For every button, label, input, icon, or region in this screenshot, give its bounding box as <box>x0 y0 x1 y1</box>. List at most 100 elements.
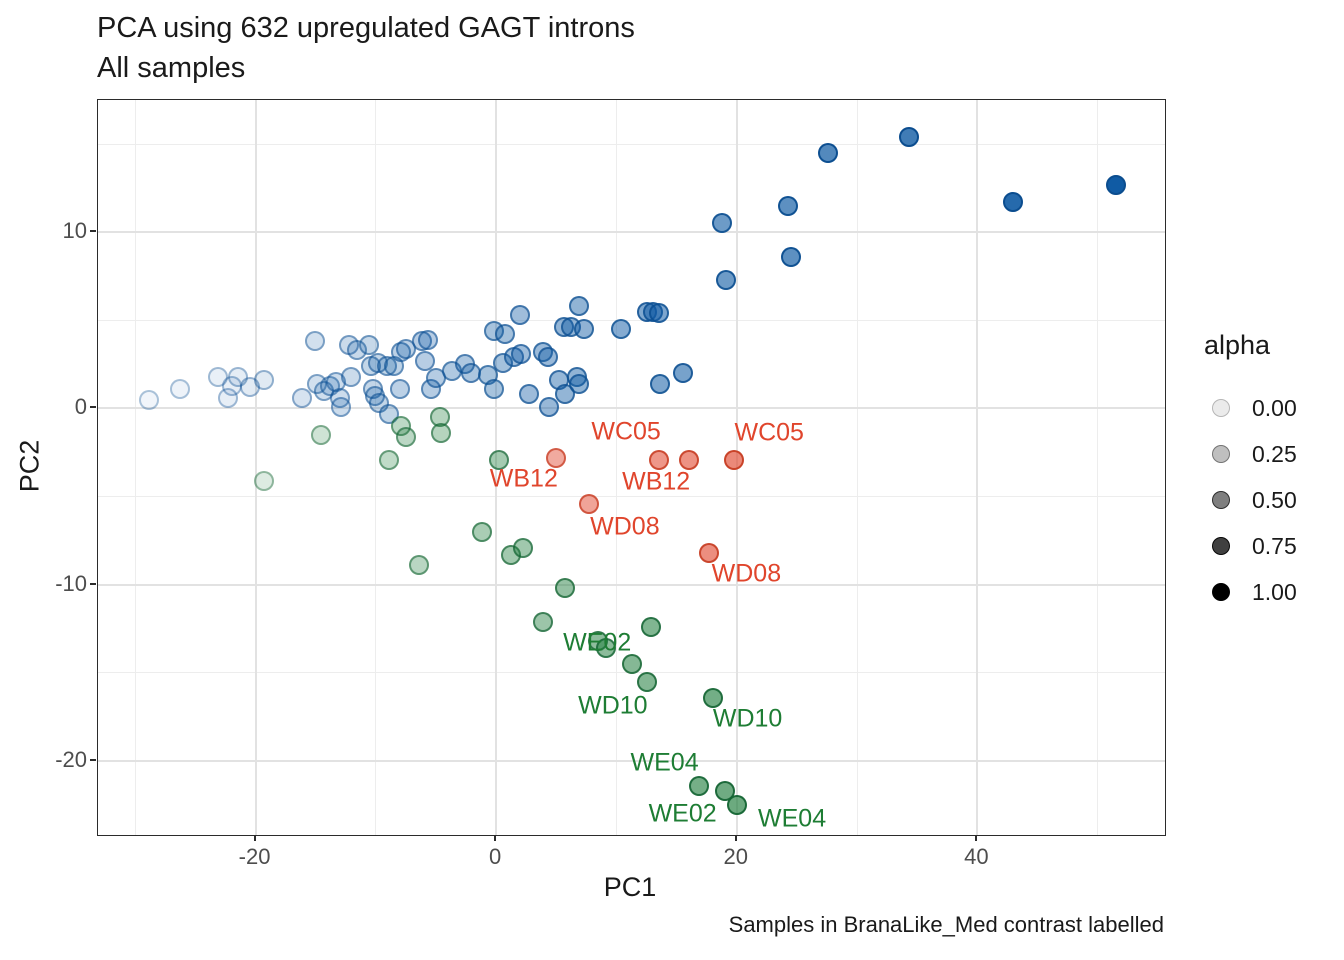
legend-key-circle <box>1212 491 1230 509</box>
green-point <box>554 578 575 599</box>
gridline-y-minor <box>98 143 1165 145</box>
blue-point <box>648 303 669 324</box>
blue-point <box>569 296 590 317</box>
green-point <box>636 671 657 692</box>
legend-entry: 0.25 <box>1198 431 1344 477</box>
gridline-x-major <box>976 100 979 835</box>
blue-point <box>340 366 361 387</box>
y-axis-tick <box>90 406 96 409</box>
y-tick-label: 0 <box>74 394 87 420</box>
sample-label-wd08: WD08 <box>590 512 660 541</box>
red-point <box>578 493 599 514</box>
blue-point <box>138 389 159 410</box>
green-point <box>512 537 533 558</box>
sample-label-we04: WE04 <box>758 804 827 833</box>
green-point <box>641 617 662 637</box>
gridline-y-minor <box>98 319 1165 321</box>
blue-point <box>254 370 274 391</box>
blue-point <box>358 335 379 355</box>
green-point <box>488 449 509 470</box>
green-point <box>409 555 430 576</box>
gridline-x-minor <box>375 100 377 835</box>
green-point <box>726 795 747 816</box>
plot-panel: WC05 WC05 WB12 WB12 WD08 WD08 WE02 WD10 WD10 WE04… <box>97 99 1166 836</box>
sample-label-we04: WE04 <box>630 748 699 777</box>
blue-point <box>712 213 733 234</box>
sample-label-wb12: WB12 <box>622 467 691 496</box>
gridline-y-major <box>98 407 1165 410</box>
gridline-x-minor <box>1097 100 1099 835</box>
plot-subtitle: All samples <box>97 52 246 84</box>
green-point <box>310 424 331 445</box>
legend-entry-label: 0.50 <box>1252 486 1297 513</box>
sample-label-we02: WE02 <box>648 799 717 828</box>
x-axis-tick <box>253 835 256 841</box>
gridline-y-major <box>98 231 1165 234</box>
green-point <box>430 423 451 444</box>
gridline-x-major <box>254 100 257 835</box>
blue-point <box>415 350 436 371</box>
sample-label-wc05: WC05 <box>591 417 661 446</box>
y-tick-label: -10 <box>55 570 87 596</box>
blue-point <box>539 396 560 417</box>
blue-point <box>511 343 532 364</box>
legend-entry: 0.75 <box>1198 523 1344 569</box>
y-axis-tick <box>90 758 96 761</box>
gridline-y-major <box>98 583 1165 586</box>
green-point <box>595 638 616 659</box>
blue-point <box>417 329 438 350</box>
sample-label-we02: WE02 <box>563 628 632 657</box>
green-point <box>395 426 416 447</box>
red-point <box>546 447 567 468</box>
green-point <box>471 521 492 542</box>
legend-entry-label: 1.00 <box>1252 578 1297 605</box>
x-axis-tick <box>494 835 497 841</box>
blue-point <box>304 331 325 352</box>
legend-entries: 0.00 0.25 0.50 0.75 1.00 <box>1198 385 1344 615</box>
blue-point <box>569 373 590 394</box>
legend-entry: 0.50 <box>1198 477 1344 523</box>
x-axis-tick <box>975 835 978 841</box>
x-axis-title: PC1 <box>603 872 657 902</box>
blue-point <box>537 347 558 368</box>
blue-point <box>778 195 799 216</box>
x-axis-tick <box>734 835 737 841</box>
blue-point <box>292 387 313 408</box>
legend-key-circle <box>1212 445 1230 463</box>
sample-label-wd10: WD10 <box>712 704 783 733</box>
gridline-y-minor <box>98 496 1165 498</box>
blue-point <box>780 246 801 267</box>
blue-point <box>1003 192 1024 213</box>
legend-entry: 1.00 <box>1198 569 1344 615</box>
y-tick-label: -20 <box>55 746 87 772</box>
x-tick-label: 0 <box>489 844 502 869</box>
blue-point <box>483 379 504 400</box>
legend-entry-label: 0.25 <box>1252 440 1297 467</box>
green-point <box>379 449 400 470</box>
x-tick-label: 40 <box>964 844 989 869</box>
green-point <box>714 780 735 801</box>
sample-label-wb12: WB12 <box>489 464 558 493</box>
legend-entry: 0.00 <box>1198 385 1344 431</box>
green-point <box>622 654 643 675</box>
blue-point <box>510 305 531 326</box>
alpha-legend: alpha 0.00 0.25 0.50 0.75 1.00 <box>1198 330 1344 615</box>
blue-point <box>649 373 670 394</box>
blue-point <box>169 379 190 400</box>
sample-label-wd08: WD08 <box>711 559 782 588</box>
blue-point <box>330 396 351 417</box>
x-tick-label: 20 <box>723 844 748 869</box>
blue-point <box>898 127 919 147</box>
blue-point <box>518 384 539 405</box>
y-tick-label: 10 <box>62 218 87 244</box>
green-point <box>702 687 723 708</box>
red-point <box>678 449 699 470</box>
green-point <box>689 775 710 796</box>
legend-key-circle <box>1212 537 1230 555</box>
green-point <box>533 611 554 632</box>
blue-point <box>1105 174 1126 195</box>
gridline-x-minor <box>134 100 136 835</box>
legend-entry-label: 0.00 <box>1252 394 1297 421</box>
blue-point <box>573 319 594 340</box>
